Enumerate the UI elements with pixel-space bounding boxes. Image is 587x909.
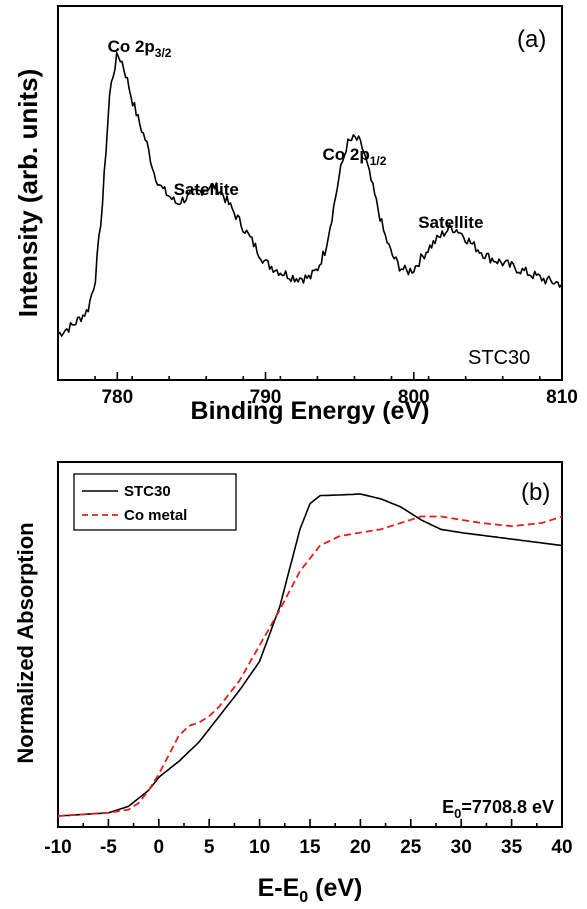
- panel-a-frame: [57, 5, 563, 381]
- panel-a-annotation: Co 2p3/2: [108, 37, 172, 60]
- panel-b-tag: (b): [521, 479, 550, 506]
- panel-b-ticks: -10 -5 0 5 10 15 20 25 30 35 40: [44, 819, 573, 858]
- panel-b-x-tick-label: 25: [400, 837, 422, 858]
- panel-b-x-tick-label: 35: [501, 837, 523, 858]
- panel-a-tag: (a): [517, 26, 546, 53]
- legend-box: [73, 473, 237, 531]
- panel-b-x-axis-label: E-E0 (eV): [258, 874, 363, 906]
- panel-a-x-axis-label: Binding Energy (eV): [191, 397, 430, 425]
- panel-b-x-tick-label: 15: [299, 837, 321, 858]
- panel-a-sample-label: STC30: [468, 347, 530, 369]
- panel-a-annotation: Satellite: [174, 180, 239, 199]
- panel-b-series-group: [57, 493, 563, 817]
- panel-a-annotation: Satellite: [418, 213, 483, 232]
- panel-a-x-tick-label: 810: [546, 387, 578, 408]
- panel-a-series-line: [57, 51, 563, 337]
- panel-a-x-tick-label: 800: [398, 387, 430, 408]
- panel-a-annotation: Co 2p1/2: [323, 145, 387, 168]
- panel-b-x-tick-label: 20: [350, 837, 371, 858]
- panel-b-series-stc30: [57, 493, 563, 817]
- panel-b-x-tick-label: 40: [551, 837, 572, 858]
- panel-b-legend: STC30 Co metal: [73, 473, 237, 531]
- panel-a-x-tick-label: 790: [250, 387, 282, 408]
- panel-b-y-axis-label: Normalized Absorption: [13, 522, 38, 763]
- panel-b-x-tick-label: 5: [204, 837, 215, 858]
- panel-a-ticks: 780 790 800 810: [57, 372, 578, 408]
- panel-a: 780 790 800 810 (a) STC30 Co 2p3/2 Satellite…: [13, 5, 578, 425]
- panel-a-y-axis-label: Intensity (arb. units): [13, 69, 43, 317]
- e0-label: E0=7708.8 eV: [442, 797, 554, 821]
- panel-b: -10 -5 0 5 10 15 20 25 30 35 40 (b) STC30 Co metal…: [13, 461, 573, 906]
- panel-b-x-tick-label: 30: [451, 837, 472, 858]
- panel-a-series-group: [57, 51, 563, 337]
- legend-label-co-metal: Co metal: [124, 507, 187, 524]
- panel-b-x-tick-label: -5: [100, 837, 117, 858]
- panel-b-x-tick-label: 10: [249, 837, 270, 858]
- panel-b-x-tick-label: -10: [44, 837, 71, 858]
- panel-b-x-tick-label: 0: [154, 837, 165, 858]
- panel-a-annotations: Co 2p3/2 Satellite Co 2p1/2 Satellite: [108, 37, 484, 232]
- panel-a-x-tick-label: 780: [101, 387, 133, 408]
- legend-label-stc30: STC30: [124, 483, 171, 500]
- panel-b-series-co-metal: [57, 515, 563, 817]
